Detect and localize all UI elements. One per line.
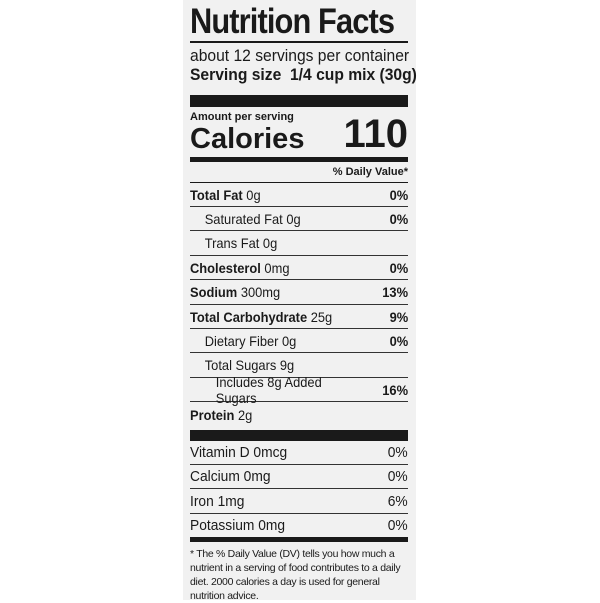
nutrient-dv: 0% — [389, 259, 408, 276]
nutrient-row: Cholesterol 0mg 0% — [190, 256, 408, 281]
nutrient-row: Sodium 300mg 13% — [190, 281, 408, 305]
label-title: Nutrition Facts — [190, 2, 395, 41]
vitamin-dv: 6% — [388, 492, 408, 510]
medium-divider — [190, 157, 408, 162]
vitamin-label: Calcium 0mg — [190, 468, 271, 486]
nutrient-dv: 0% — [389, 210, 408, 227]
nutrient-row: Total Sugars 9g — [190, 354, 408, 378]
nutrient-label: Total Carbohydrate 25g — [190, 308, 333, 325]
vitamin-row: Potassium 0mg 0% — [190, 514, 408, 538]
thick-divider — [190, 95, 408, 107]
vitamin-dv: 0% — [388, 468, 408, 486]
nutrient-label: Saturated Fat 0g — [204, 210, 301, 227]
vitamin-label: Iron 1mg — [190, 492, 245, 510]
nutrient-dv: 0% — [389, 186, 408, 203]
calories-value: 110 — [343, 112, 408, 156]
nutrient-row: Total Carbohydrate 25g 9% — [190, 305, 408, 329]
nutrient-row: Protein 2g — [190, 403, 408, 427]
calories-label: Calories — [190, 123, 305, 155]
nutrient-row: Saturated Fat 0g 0% — [190, 207, 408, 232]
nutrient-label: Trans Fat 0g — [204, 235, 278, 252]
nutrient-label: Includes 8g Added Sugars — [215, 373, 322, 406]
vitamin-row: Calcium 0mg 0% — [190, 465, 408, 490]
nutrient-label: Sodium 300mg — [190, 284, 281, 301]
serving-size: Serving size 1/4 cup mix (30g) — [190, 65, 417, 84]
vitamin-row: Vitamin D 0mcg 0% — [190, 441, 408, 465]
footnote: * The % Daily Value (DV) tells you how m… — [190, 548, 401, 602]
vitamin-label: Potassium 0mg — [190, 517, 286, 535]
amount-per-serving: Amount per serving — [190, 111, 294, 123]
daily-value-header: % Daily Value* — [332, 166, 408, 178]
nutrient-dv: 16% — [382, 381, 408, 398]
nutrient-label: Dietary Fiber 0g — [204, 332, 297, 349]
vitamin-label: Vitamin D 0mcg — [190, 444, 288, 461]
vitamin-dv: 0% — [388, 444, 408, 461]
nutrient-label: Total Sugars 9g — [204, 357, 295, 374]
nutrient-row: Dietary Fiber 0g 0% — [190, 329, 408, 354]
medium-divider — [190, 537, 408, 542]
nutrient-label: Protein 2g — [190, 406, 253, 423]
nutrient-label: Total Fat 0g — [190, 186, 261, 203]
divider — [190, 41, 408, 43]
nutrient-dv: 0% — [389, 332, 408, 349]
nutrition-facts-label: Nutrition Facts about 12 servings per co… — [183, 0, 417, 602]
divider — [190, 182, 408, 183]
nutrient-row: Trans Fat 0g — [190, 232, 408, 256]
servings-per-container: about 12 servings per container — [190, 46, 410, 65]
vitamin-row: Iron 1mg 6% — [190, 490, 408, 514]
nutrient-row: Total Fat 0g 0% — [190, 183, 408, 207]
nutrient-label: Cholesterol 0mg — [190, 259, 290, 276]
thick-divider — [190, 430, 408, 441]
vitamin-dv: 0% — [388, 517, 408, 535]
nutrient-row: Includes 8g Added Sugars 16% — [190, 374, 408, 406]
nutrient-dv: 9% — [389, 308, 408, 325]
nutrient-dv: 13% — [382, 284, 408, 301]
